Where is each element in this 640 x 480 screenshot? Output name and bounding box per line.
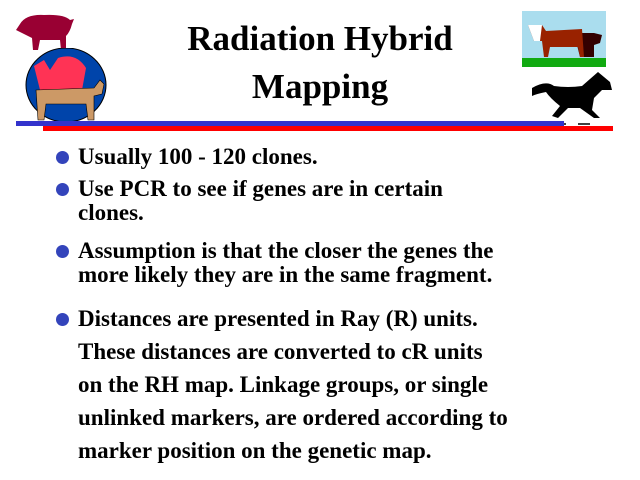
bullet-4-line-2: These distances are converted to cR unit… [78, 339, 483, 364]
rooster-goat-clipart [25, 48, 107, 122]
bullet-2-line-1: Use PCR to see if genes are in certain [78, 176, 443, 201]
bullet-4-line-5: marker position on the genetic map. [78, 438, 432, 463]
slide-title-line-1: Radiation Hybrid [187, 19, 453, 58]
bullet-4-line-1: Distances are presented in Ray (R) units… [78, 306, 478, 331]
bullet-icon [56, 245, 69, 258]
slide-title-line-2: Mapping [251, 67, 389, 106]
pig-clipart [16, 14, 74, 50]
bullet-2-line-2: clones. [78, 200, 144, 225]
bullet-3-line-2: more likely they are in the same fragmen… [78, 262, 493, 287]
bullet-1-line-1: Usually 100 - 120 clones. [78, 144, 318, 169]
bullet-4-line-3: on the RH map. Linkage groups, or single [78, 372, 489, 397]
divider-red [43, 126, 613, 131]
bullet-3-line-1: Assumption is that the closer the genes … [78, 238, 494, 263]
bullet-icon [56, 313, 69, 326]
horse-clipart [532, 72, 612, 125]
divider-blue [16, 121, 564, 126]
cattle-clipart [522, 11, 606, 67]
bullet-icon [56, 151, 69, 164]
bullet-icon [56, 183, 69, 196]
bullet-4-line-4: unlinked markers, are ordered according … [78, 405, 508, 430]
